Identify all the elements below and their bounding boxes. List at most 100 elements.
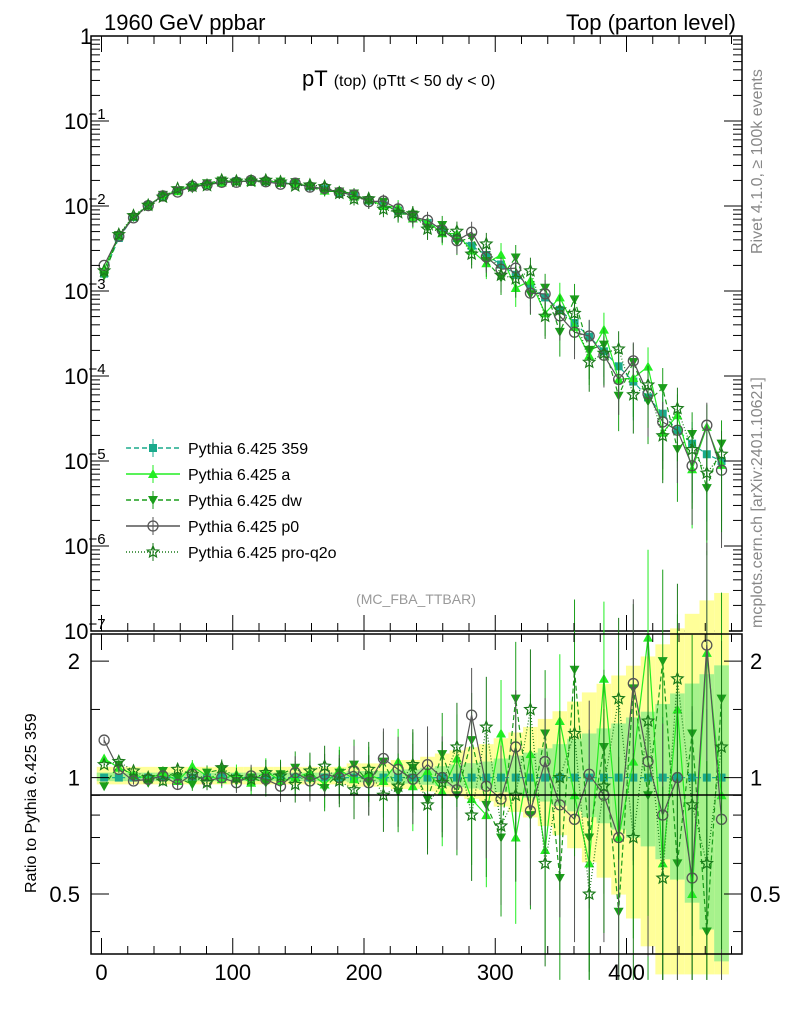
ratio-point xyxy=(640,713,656,728)
main-ytick-exponent: −5 xyxy=(88,446,105,463)
xtick-label: 100 xyxy=(214,960,251,985)
main-ytick-mantissa: 10 xyxy=(64,449,88,474)
main-ytick-mantissa: 10 xyxy=(64,619,88,644)
ratio-point xyxy=(98,734,110,746)
ratio-point xyxy=(390,778,406,793)
legend-label: Pythia 6.425 p0 xyxy=(188,519,299,536)
ratio-point xyxy=(596,778,612,793)
legend-marker xyxy=(148,496,158,505)
legend-label: Pythia 6.425 dw xyxy=(188,493,302,510)
ratio-point xyxy=(581,886,597,901)
ratio-point xyxy=(552,770,567,784)
data-point xyxy=(640,377,656,392)
ratio-point xyxy=(273,768,288,783)
main-ytick-exponent: −6 xyxy=(88,531,105,548)
legend-marker xyxy=(147,520,159,532)
ratio-ytick-label-right: 0.5 xyxy=(750,882,781,907)
data-point xyxy=(465,226,478,238)
title-main: pT xyxy=(302,66,328,91)
xtick-label: 200 xyxy=(346,960,383,985)
ratio-point xyxy=(376,787,391,802)
data-point xyxy=(581,354,597,369)
ratio-point xyxy=(684,797,700,811)
header-right: Top (parton level) xyxy=(566,10,736,35)
main-axis: 110−110−210−310−410−510−610−7 xyxy=(64,24,742,644)
ratio-point xyxy=(434,775,450,789)
ratio-point xyxy=(539,755,551,768)
legend-label: Pythia 6.425 pro-q2o xyxy=(188,545,337,562)
main-ytick-exponent: −4 xyxy=(88,361,105,378)
ratio-point xyxy=(670,671,685,685)
data-point xyxy=(627,355,639,367)
data-point xyxy=(523,263,538,277)
rivet-version-label: Rivet 4.1.0, ≥ 100k events xyxy=(749,69,766,254)
data-point xyxy=(376,201,391,216)
main-ytick-mantissa: 10 xyxy=(64,109,88,134)
legend-marker xyxy=(148,469,158,478)
ratio-point xyxy=(496,728,507,738)
ratio-point xyxy=(155,773,171,788)
data-point xyxy=(127,212,140,224)
ratio-point xyxy=(420,797,435,811)
ratio-panel: 2 2 1 1 0.5 0.5 Ratio to Pythia 6.425 359 xyxy=(23,542,781,980)
ratio-point xyxy=(464,807,479,822)
main-ytick-label: 1 xyxy=(80,24,92,49)
ratio-ylabel: Ratio to Pythia 6.425 359 xyxy=(23,713,40,893)
data-point xyxy=(537,308,553,323)
ratio-point xyxy=(405,757,420,771)
ratio-ytick-label: 0.5 xyxy=(49,882,80,907)
data-point xyxy=(611,341,626,356)
ratio-point xyxy=(361,761,376,776)
ratio-ytick-label-right: 2 xyxy=(750,649,762,674)
main-ytick-label: 10−4 xyxy=(64,361,106,389)
main-ytick-exponent: −3 xyxy=(88,276,105,293)
ratio-point xyxy=(626,829,641,844)
data-point xyxy=(140,197,156,212)
data-point xyxy=(405,206,420,220)
data-point xyxy=(229,173,244,188)
mcplots-source-label: mcplots.cern.ch [arXiv:2401.10621] xyxy=(749,377,766,628)
data-point xyxy=(567,305,582,320)
data-point xyxy=(670,401,685,415)
legend-marker xyxy=(145,544,161,559)
ratio-point xyxy=(524,805,537,817)
series-line xyxy=(103,179,722,475)
ratio-point xyxy=(287,776,303,791)
ratio-point xyxy=(302,763,318,778)
ratio-point xyxy=(126,763,141,778)
series-4-main xyxy=(96,172,729,541)
data-point xyxy=(493,267,509,282)
data-point xyxy=(552,302,567,316)
main-ytick-label: 10−1 xyxy=(64,106,106,134)
data-point xyxy=(185,178,200,193)
main-frame xyxy=(90,35,743,632)
data-point xyxy=(243,173,259,188)
ratio-point xyxy=(171,778,184,791)
data-point xyxy=(361,191,376,205)
legend-label: Pythia 6.425 359 xyxy=(188,441,308,458)
main-ytick-exponent: −1 xyxy=(88,106,105,123)
ratio-line xyxy=(103,678,723,895)
ratio-point xyxy=(199,775,215,789)
ratio-ytick-label: 2 xyxy=(68,649,80,674)
data-point xyxy=(508,271,523,285)
data-point xyxy=(684,442,700,456)
data-point xyxy=(479,236,494,251)
ratio-point xyxy=(214,760,229,774)
main-ytick-mantissa: 10 xyxy=(64,194,88,219)
ratio-point xyxy=(170,761,185,776)
data-point xyxy=(258,172,273,187)
xtick-label: 300 xyxy=(477,960,514,985)
ratio-ytick-label: 1 xyxy=(68,766,80,791)
data-point xyxy=(111,226,126,241)
ratio-point xyxy=(229,770,244,784)
ratio-point xyxy=(317,758,332,773)
data-point xyxy=(464,246,479,261)
ratio-point xyxy=(493,818,509,833)
legend-marker xyxy=(149,444,157,452)
main-ytick-label: 10−7 xyxy=(64,616,106,644)
ratio-point xyxy=(111,754,126,768)
data-point xyxy=(699,465,714,480)
ratio-point xyxy=(96,757,112,771)
